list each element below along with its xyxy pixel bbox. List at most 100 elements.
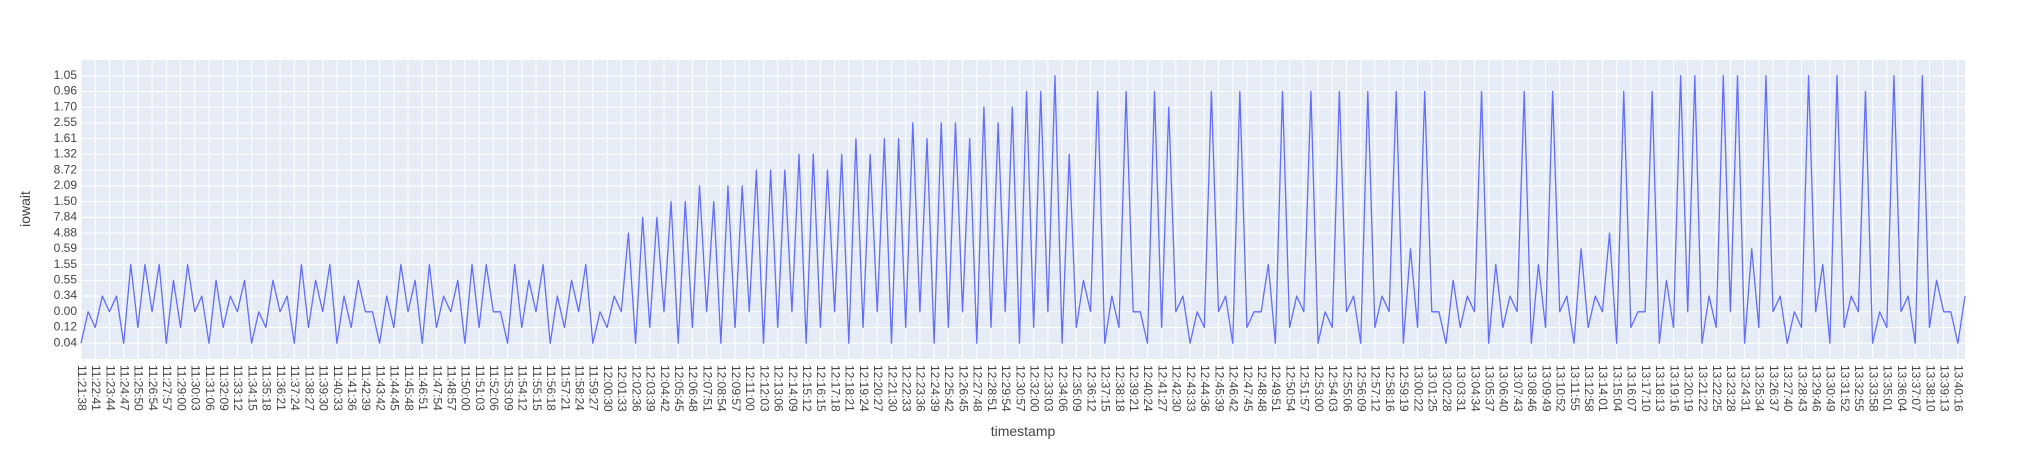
x-tick-label: 12:18:21 — [843, 365, 857, 412]
x-tick-label: 13:40:16 — [1952, 365, 1966, 412]
x-tick-label: 13:16:07 — [1625, 365, 1639, 412]
x-tick-label: 12:38:18 — [1113, 365, 1127, 412]
x-tick-label: 11:57:21 — [558, 365, 572, 411]
x-tick-label: 11:52:06 — [487, 365, 501, 411]
x-tick-label: 12:58:16 — [1383, 365, 1397, 412]
y-tick-label: 1.50 — [54, 194, 78, 208]
x-tick-label: 13:32:55 — [1852, 365, 1866, 412]
x-tick-label: 12:27:48 — [971, 365, 985, 412]
x-tick-label: 12:44:36 — [1198, 365, 1212, 412]
x-tick-label: 13:12:58 — [1582, 365, 1596, 412]
x-tick-label: 11:22:41 — [89, 365, 103, 411]
x-tick-label: 11:55:15 — [530, 365, 544, 411]
y-tick-label: 4.88 — [54, 225, 78, 239]
x-tick-label: 13:29:46 — [1810, 365, 1824, 412]
x-tick-label: 12:45:39 — [1212, 365, 1226, 412]
x-tick-label: 11:37:24 — [288, 365, 302, 411]
x-tick-label: 11:54:12 — [516, 365, 530, 411]
x-tick-label: 12:13:06 — [772, 365, 786, 412]
x-tick-label: 11:39:30 — [317, 365, 331, 411]
x-tick-label: 12:17:18 — [828, 365, 842, 412]
y-tick-label: 1.05 — [54, 68, 78, 82]
x-tick-label: 11:33:12 — [231, 365, 245, 411]
x-tick-label: 11:31:06 — [203, 365, 217, 411]
x-tick-label: 11:34:15 — [245, 365, 259, 411]
y-tick-label: 2.55 — [54, 115, 78, 129]
x-tick-label: 11:45:48 — [402, 365, 416, 411]
x-tick-label: 12:33:03 — [1042, 365, 1056, 412]
x-tick-label: 13:25:34 — [1753, 365, 1767, 412]
x-axis-title: timestamp — [991, 423, 1056, 439]
x-tick-label: 13:19:16 — [1667, 365, 1681, 412]
x-tick-label: 13:04:34 — [1468, 365, 1482, 412]
y-tick-label: 0.00 — [54, 304, 78, 318]
x-tick-label: 11:36:21 — [274, 365, 288, 411]
y-tick-label: 0.96 — [54, 84, 78, 98]
y-tick-label: 1.32 — [54, 147, 78, 161]
x-tick-label: 12:49:51 — [1269, 365, 1283, 412]
x-tick-label: 12:07:51 — [700, 365, 714, 412]
x-tick-label: 11:48:57 — [445, 365, 459, 411]
x-tick-label: 11:59:27 — [587, 365, 601, 411]
x-tick-label: 11:29:00 — [174, 365, 188, 411]
x-tick-label: 13:27:40 — [1781, 365, 1795, 412]
x-tick-label: 11:42:39 — [359, 365, 373, 411]
x-tick-label: 13:30:49 — [1824, 365, 1838, 412]
x-tick-label: 13:10:52 — [1554, 365, 1568, 412]
x-tick-label: 12:40:24 — [1141, 365, 1155, 412]
x-tick-label: 12:05:45 — [672, 365, 686, 412]
y-tick-label: 1.61 — [54, 131, 78, 145]
x-tick-label: 11:47:54 — [430, 365, 444, 411]
x-tick-label: 11:43:42 — [373, 365, 387, 411]
x-tick-label: 13:18:13 — [1653, 365, 1667, 412]
x-tick-label: 12:20:27 — [871, 365, 885, 412]
x-tick-label: 12:43:33 — [1184, 365, 1198, 412]
x-tick-label: 11:23:44 — [103, 365, 117, 411]
x-tick-label: 12:54:03 — [1326, 365, 1340, 412]
y-tick-label: 7.84 — [54, 210, 78, 224]
x-tick-label: 12:24:39 — [928, 365, 942, 412]
y-tick-label: 0.04 — [54, 335, 78, 349]
x-tick-label: 12:34:06 — [1056, 365, 1070, 412]
x-tick-label: 13:26:37 — [1767, 365, 1781, 412]
x-tick-label: 13:09:49 — [1539, 365, 1553, 412]
line-series — [80, 75, 1966, 344]
y-tick-label: 8.72 — [54, 162, 78, 176]
x-tick-label: 11:58:24 — [572, 365, 586, 411]
x-tick-label: 12:53:00 — [1312, 365, 1326, 412]
x-tick-label: 12:32:00 — [1027, 365, 1041, 412]
x-tick-label: 12:16:15 — [814, 365, 828, 412]
x-tick-label: 13:22:25 — [1710, 365, 1724, 412]
x-tick-label: 12:35:09 — [1070, 365, 1084, 412]
x-tick-label: 11:30:03 — [189, 365, 203, 411]
x-tick-label: 12:29:54 — [999, 365, 1013, 412]
x-tick-label: 12:46:42 — [1227, 365, 1241, 412]
x-tick-label: 13:37:07 — [1909, 365, 1923, 412]
x-tick-label: 12:37:15 — [1099, 365, 1113, 412]
x-tick-label: 13:39:13 — [1937, 365, 1951, 412]
x-tick-label: 12:03:39 — [644, 365, 658, 412]
x-tick-label: 12:11:00 — [743, 365, 757, 411]
x-tick-label: 13:21:22 — [1696, 365, 1710, 412]
x-tick-label: 13:05:37 — [1482, 365, 1496, 412]
x-tick-label: 12:04:42 — [658, 365, 672, 412]
x-tick-label: 11:26:54 — [146, 365, 160, 411]
x-tick-label: 12:28:51 — [985, 365, 999, 412]
x-tick-label: 12:15:12 — [800, 365, 814, 412]
x-tick-label: 13:33:58 — [1866, 365, 1880, 412]
x-tick-label: 12:01:33 — [615, 365, 629, 412]
x-tick-label: 11:27:57 — [160, 365, 174, 411]
x-tick-label: 11:51:03 — [473, 365, 487, 411]
x-tick-label: 12:06:48 — [686, 365, 700, 412]
x-tick-label: 12:09:57 — [729, 365, 743, 412]
y-tick-label: 1.55 — [54, 257, 78, 271]
x-tick-label: 13:28:43 — [1795, 365, 1809, 412]
x-tick-label: 12:30:57 — [1013, 365, 1027, 412]
x-tick-label: 11:21:38 — [75, 365, 89, 411]
x-tick-label: 11:35:18 — [260, 365, 274, 411]
x-tick-label: 12:59:19 — [1397, 365, 1411, 412]
y-axis-title: iowait — [17, 191, 33, 227]
x-tick-label: 11:41:36 — [345, 365, 359, 411]
x-tick-label: 13:24:31 — [1738, 365, 1752, 412]
x-tick-label: 11:24:47 — [117, 365, 131, 411]
